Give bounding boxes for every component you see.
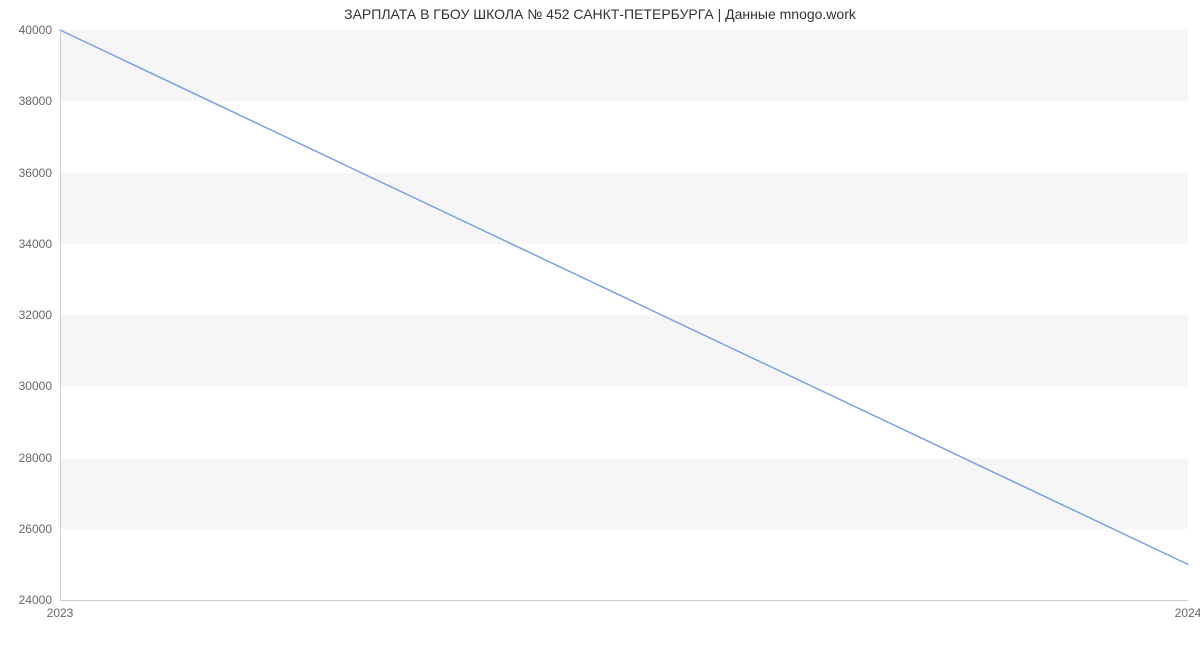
salary-line-chart: ЗАРПЛАТА В ГБОУ ШКОЛА № 452 САНКТ-ПЕТЕРБ… [0,0,1200,650]
y-tick-label: 30000 [0,379,52,393]
x-axis-line [60,600,1188,601]
y-tick-label: 26000 [0,522,52,536]
x-tick-label: 2024 [1175,606,1200,620]
y-tick-label: 34000 [0,237,52,251]
y-tick-label: 32000 [0,308,52,322]
line-series-layer [60,30,1188,600]
plot-area [60,30,1188,600]
chart-title: ЗАРПЛАТА В ГБОУ ШКОЛА № 452 САНКТ-ПЕТЕРБ… [0,6,1200,22]
y-tick-label: 28000 [0,451,52,465]
y-tick-label: 24000 [0,593,52,607]
series-line-salary [60,30,1188,564]
x-tick-label: 2023 [47,606,74,620]
y-tick-label: 38000 [0,94,52,108]
y-tick-label: 40000 [0,23,52,37]
y-tick-label: 36000 [0,166,52,180]
